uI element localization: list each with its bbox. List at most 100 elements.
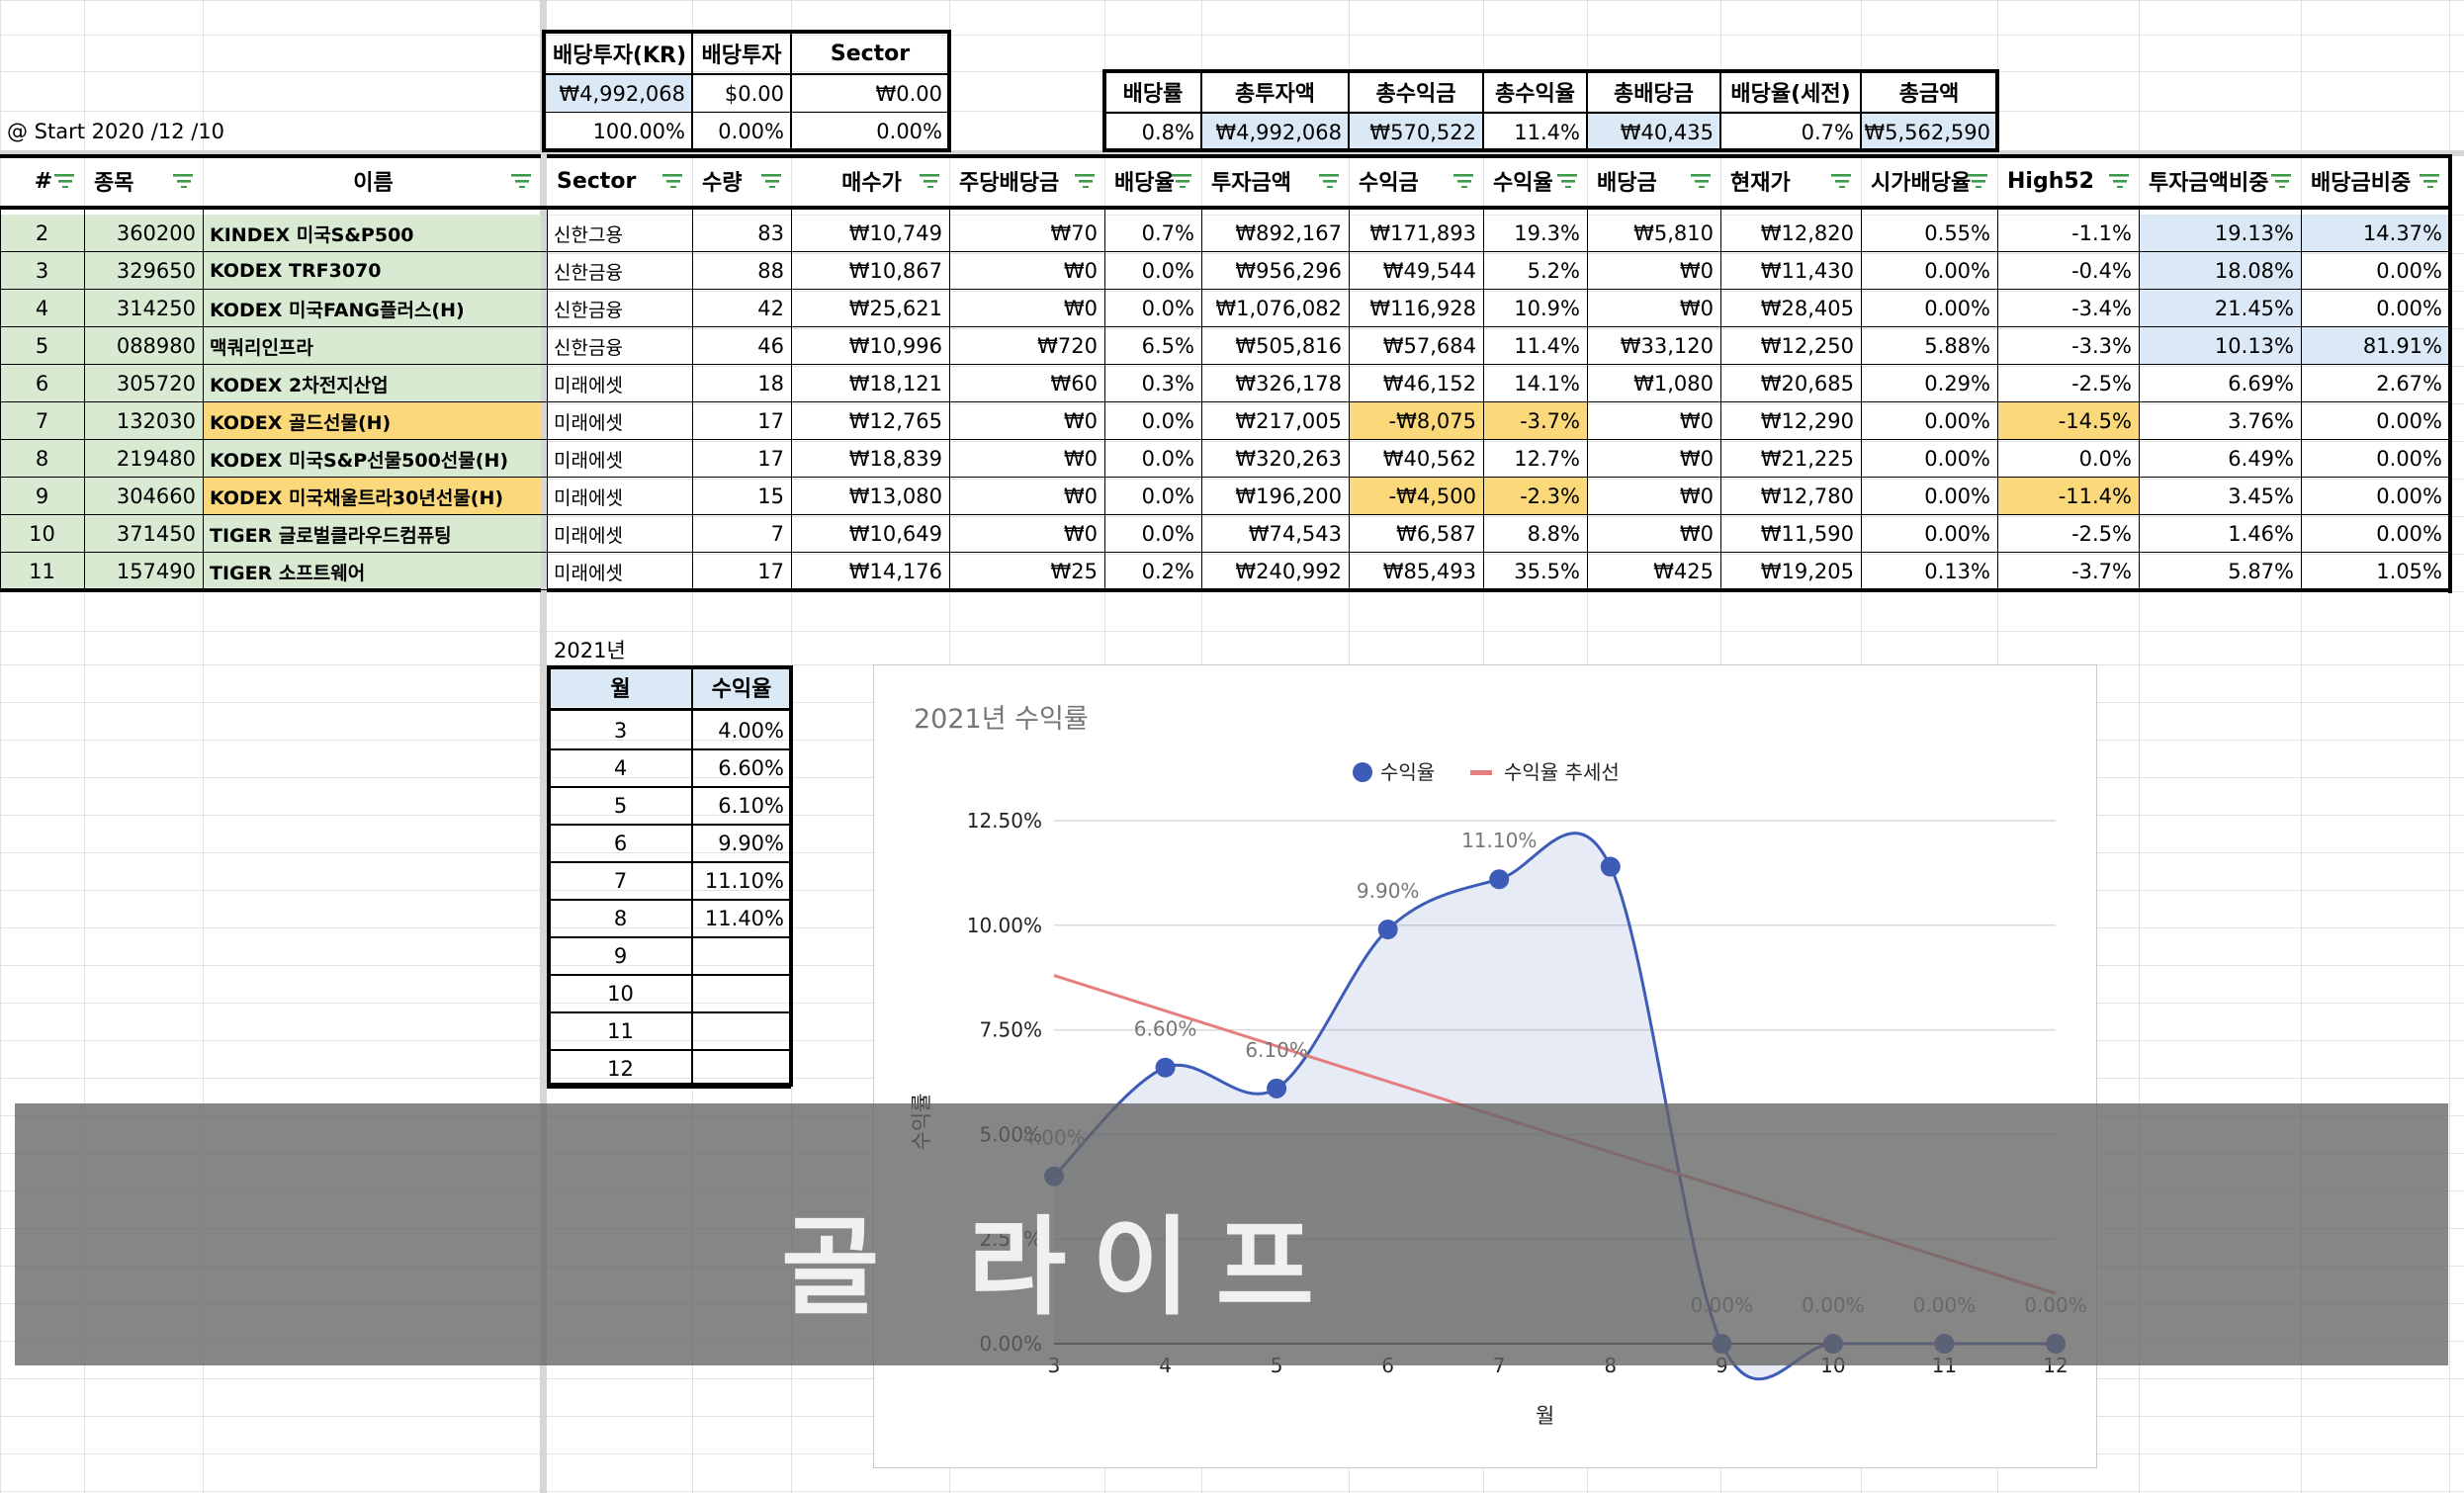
row-line — [0, 552, 2452, 553]
column-header-dps[interactable]: 주당배당금 — [959, 171, 1060, 196]
cell-invest-weight: 10.13% — [2139, 327, 2301, 365]
column-header-high52[interactable]: High52 — [2007, 168, 2094, 194]
total-profit-value: ₩570,522 — [1349, 114, 1483, 150]
cell-dps: ₩0 — [1063, 447, 1098, 471]
cell-market-yield: 5.88% — [1924, 334, 1990, 358]
column-header-name[interactable]: 이름 — [353, 171, 394, 196]
cell-buy-price: ₩10,867 — [848, 259, 942, 283]
kr-amount: ₩4,992,068 — [547, 75, 692, 112]
cell-ticker: 371450 — [84, 515, 203, 553]
cell-sector: 미래에셋 — [554, 562, 623, 584]
col-line — [1997, 206, 1998, 590]
x-axis-label: 월 — [1536, 1404, 1554, 1428]
filter-icon[interactable] — [2271, 174, 2291, 188]
col-line — [1201, 206, 1202, 590]
column-header-invest[interactable]: 투자금액 — [1211, 171, 1291, 196]
cell-buy-price: ₩10,649 — [848, 522, 942, 546]
cell-row-num: 8 — [0, 440, 84, 478]
cell-row-num: 6 — [0, 365, 84, 402]
row-line — [0, 439, 2452, 440]
cell-yield: 0.2% — [1141, 560, 1194, 583]
column-header-ticker[interactable]: 종목 — [94, 171, 134, 196]
filter-icon[interactable] — [1453, 174, 1473, 188]
column-header-invest-weight[interactable]: 투자금액비중 — [2149, 171, 2269, 196]
filter-icon[interactable] — [1075, 174, 1095, 188]
cell-high52: -3.3% — [2071, 334, 2132, 358]
month-cell: 9 — [613, 944, 628, 968]
cell-dividend-weight: 0.00% — [2376, 297, 2442, 320]
month-cell: 3 — [613, 719, 628, 743]
cell-dps: ₩0 — [1063, 297, 1098, 320]
cell-dividend-weight: 2.67% — [2376, 372, 2442, 395]
filter-icon[interactable] — [1319, 174, 1339, 188]
data-point — [1267, 1078, 1287, 1098]
col-line — [203, 206, 204, 590]
column-header-quantity[interactable]: 수량 — [702, 171, 743, 196]
cell-invest-weight: 5.87% — [2228, 560, 2294, 583]
cell-yield: 0.7% — [1141, 221, 1194, 245]
return-cell: 11.40% — [704, 907, 784, 930]
cell-buy-price: ₩14,176 — [848, 560, 942, 583]
cell-dps: ₩720 — [1037, 334, 1098, 358]
filter-icon[interactable] — [511, 174, 531, 188]
sector-amount: ₩0.00 — [875, 81, 942, 106]
data-label: 6.60% — [1134, 1017, 1197, 1041]
filter-icon[interactable] — [54, 174, 74, 188]
month-cell: 8 — [613, 907, 628, 930]
cell-row-num: 5 — [0, 327, 84, 365]
column-header-row-num[interactable]: # — [34, 168, 53, 194]
cell-row-num: 11 — [0, 553, 84, 590]
cell-ticker: 088980 — [84, 327, 203, 365]
cell-dividend: ₩425 — [1653, 560, 1714, 583]
filter-icon[interactable] — [173, 174, 193, 188]
filter-icon[interactable] — [761, 174, 781, 188]
col-line — [2139, 206, 2140, 590]
month-cell: 7 — [613, 869, 628, 893]
column-header-current-price[interactable]: 현재가 — [1730, 171, 1791, 196]
kr-percent: 100.00% — [592, 120, 685, 143]
cell-ticker: 132030 — [84, 402, 203, 440]
column-header-yield[interactable]: 배당율 — [1114, 171, 1175, 196]
col-line — [84, 206, 85, 590]
monthly-row-line — [547, 748, 791, 750]
filter-icon[interactable] — [2109, 174, 2129, 188]
column-header-market-yield[interactable]: 시가배당율 — [1871, 171, 1972, 196]
col-line — [1483, 206, 1484, 590]
filter-icon[interactable] — [1831, 174, 1851, 188]
cell-row-num: 7 — [0, 402, 84, 440]
column-header-dividend[interactable]: 배당금 — [1597, 171, 1657, 196]
column-header-profit[interactable]: 수익금 — [1359, 171, 1419, 196]
filter-icon[interactable] — [1968, 174, 1987, 188]
summary-border — [542, 30, 951, 152]
filter-icon[interactable] — [662, 174, 682, 188]
cell-dps: ₩0 — [1063, 522, 1098, 546]
cell-current-price: ₩12,250 — [1760, 334, 1854, 358]
filter-icon[interactable] — [1557, 174, 1577, 188]
cell-row-num: 4 — [0, 290, 84, 327]
column-header-sector[interactable]: Sector — [557, 168, 637, 194]
month-cell: 11 — [607, 1019, 634, 1043]
column-header-buy-price[interactable]: 매수가 — [841, 171, 902, 196]
filter-icon[interactable] — [1691, 174, 1711, 188]
cell-high52: -3.7% — [2071, 560, 2132, 583]
column-header-return[interactable]: 수익율 — [1493, 171, 1553, 196]
column-header-dividend-weight[interactable]: 배당금비중 — [2311, 171, 2412, 196]
filter-icon[interactable] — [920, 174, 939, 188]
cell-ticker: 305720 — [84, 365, 203, 402]
cell-sector: 미래에셋 — [554, 524, 623, 547]
return-cell: 4.00% — [718, 719, 784, 743]
cell-buy-price: ₩18,121 — [848, 372, 942, 395]
monthly-row-line — [547, 1087, 791, 1089]
header-top-border — [547, 154, 2452, 158]
cell-return: 12.7% — [1514, 447, 1580, 471]
filter-icon[interactable] — [2420, 174, 2439, 188]
data-label: 11.10% — [1461, 829, 1537, 852]
cell-sector: 미래에셋 — [554, 449, 623, 472]
cell-dividend-weight: 0.00% — [2376, 409, 2442, 433]
cell-return: 8.8% — [1527, 522, 1580, 546]
filter-icon[interactable] — [1172, 174, 1191, 188]
cell-invest: ₩326,178 — [1235, 372, 1342, 395]
cell-ticker: 314250 — [84, 290, 203, 327]
table-right-border — [2448, 154, 2452, 593]
monthly-row-line — [547, 1011, 791, 1013]
